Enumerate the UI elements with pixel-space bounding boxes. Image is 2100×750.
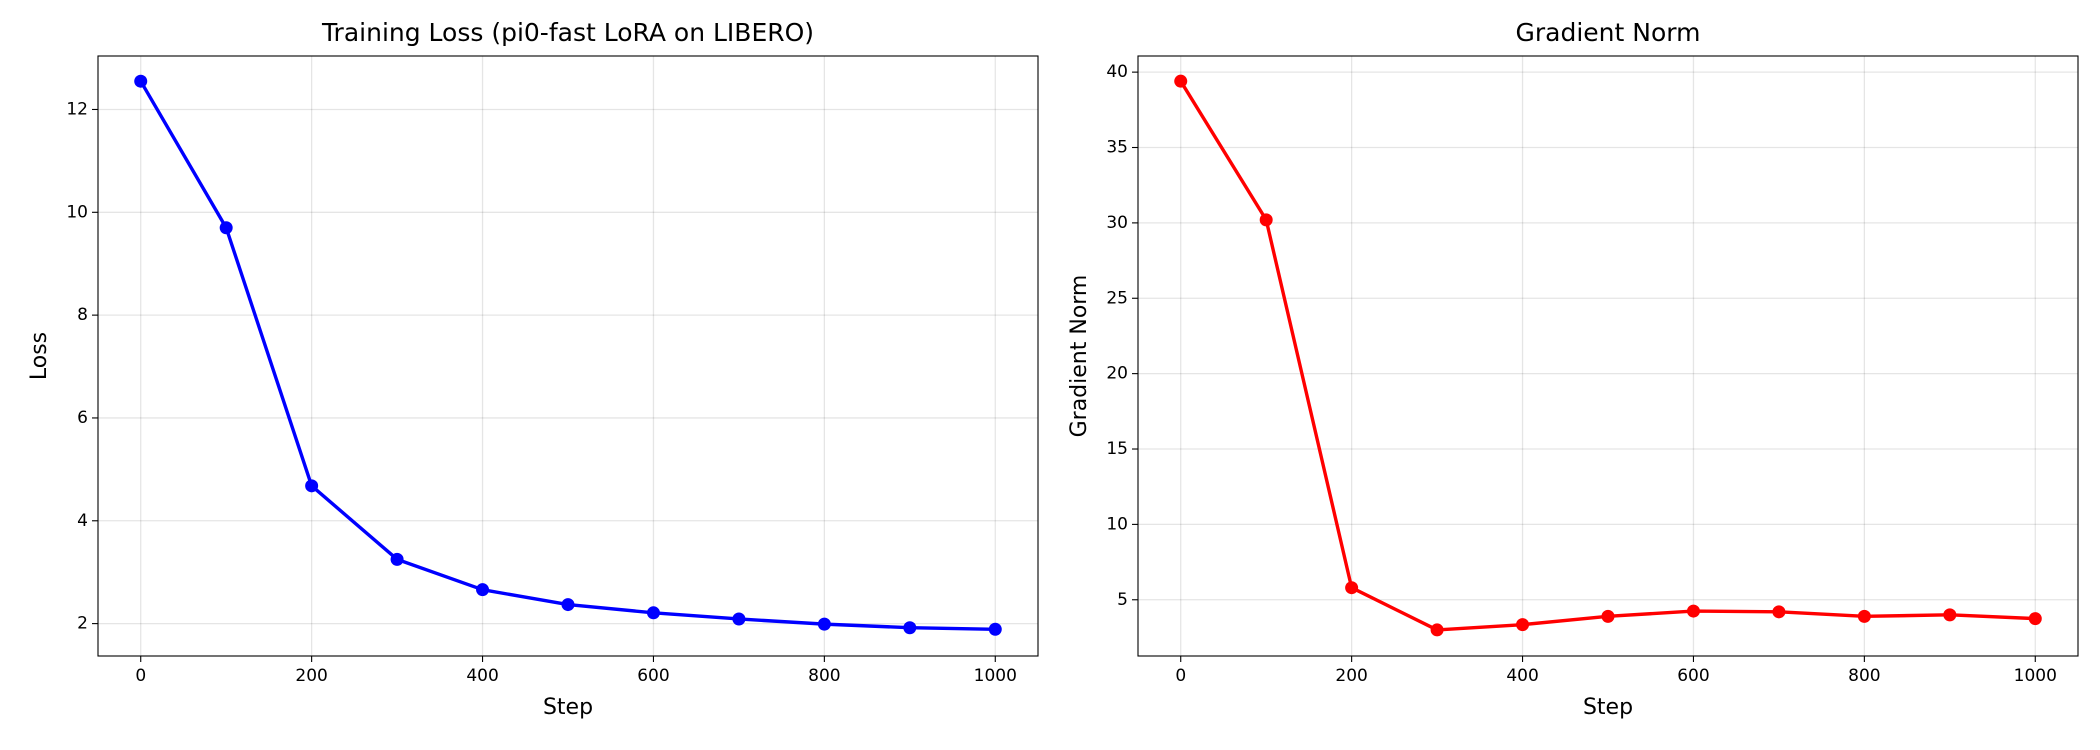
point (1601, 609, 1615, 623)
y-tick-label: 35 (1106, 138, 1128, 158)
y-axis-label: Loss (27, 332, 52, 380)
line (1179, 80, 2036, 632)
axes-frame (97, 55, 1039, 657)
y-tick-label: 40 (1106, 62, 1128, 82)
point (1857, 609, 1871, 623)
point (1772, 605, 1786, 619)
x-tick-label: 800 (808, 666, 840, 686)
point (1686, 604, 1700, 618)
point (1174, 74, 1188, 88)
x-tick-label: 400 (1506, 666, 1538, 686)
point (732, 612, 746, 626)
y-tick-label: 6 (77, 408, 88, 428)
point (561, 598, 575, 612)
point (2028, 612, 2042, 626)
point (134, 74, 148, 88)
x-tick-label: 800 (1848, 666, 1880, 686)
y-tick-label: 20 (1106, 364, 1128, 384)
point (1259, 213, 1273, 227)
y-tick-label: 10 (1106, 514, 1128, 534)
point (1516, 618, 1530, 632)
panel: 0 200 400 600 800 1000 5 10 15 20 25 30 35 40 Gradient… (1067, 18, 2079, 720)
x-tick-label: 0 (1175, 666, 1186, 686)
x-tick-label: 400 (466, 666, 498, 686)
y-tick-label: 10 (66, 202, 88, 222)
point (390, 552, 404, 566)
y-tick-label: 12 (66, 99, 88, 119)
x-tick-label: 600 (637, 666, 669, 686)
x-tick-label: 600 (1677, 666, 1709, 686)
point (646, 606, 660, 620)
x-axis-label: Step (1583, 695, 1633, 720)
y-tick-label: 15 (1106, 439, 1128, 459)
y-tick-label: 8 (77, 305, 88, 325)
y-tick-label: 5 (1117, 590, 1128, 610)
y-tick-label: 2 (77, 614, 88, 634)
x-tick-label: 200 (295, 666, 327, 686)
point (1430, 623, 1444, 637)
y-tick-label: 30 (1106, 213, 1128, 233)
x-axis-label: Step (543, 695, 593, 720)
x-tick-label: 1000 (2014, 666, 2057, 686)
chart-title: Training Loss (pi0-fast LoRA on LIBERO) (321, 18, 814, 47)
point (817, 617, 831, 631)
point (1345, 581, 1359, 595)
point (219, 221, 233, 235)
chart-title: Gradient Norm (1516, 18, 1701, 47)
y-tick-label: 4 (77, 511, 88, 531)
y-tick-label: 25 (1106, 288, 1128, 308)
x-tick-label: 200 (1335, 666, 1367, 686)
axes-frame (1137, 55, 2079, 657)
point (903, 621, 917, 635)
x-tick-label: 0 (135, 666, 146, 686)
point (988, 622, 1002, 636)
point (305, 479, 319, 493)
point (476, 583, 490, 597)
y-axis-label: Gradient Norm (1067, 275, 1092, 438)
point (1943, 608, 1957, 622)
panel: 0 200 400 600 800 1000 2 4 6 8 10 12 Training Loss (… (27, 18, 1039, 720)
line (139, 80, 996, 631)
x-tick-label: 1000 (974, 666, 1017, 686)
